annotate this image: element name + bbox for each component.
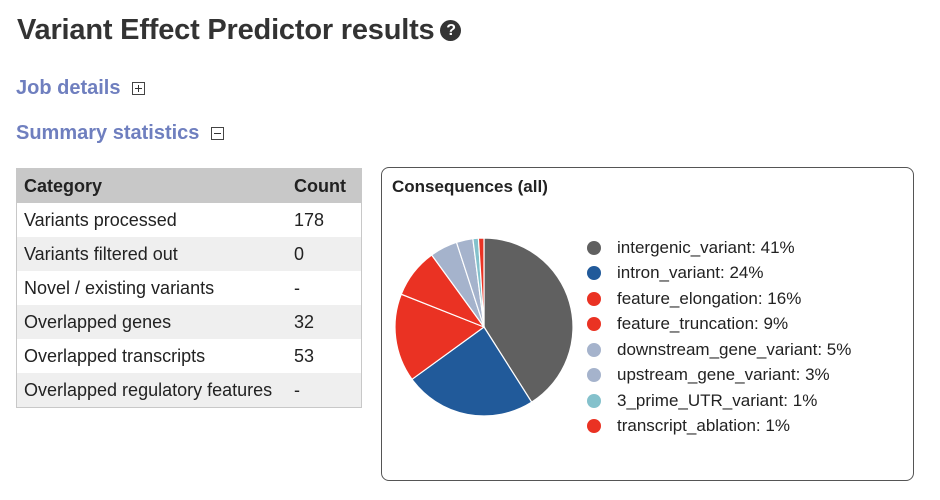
legend-label: 3_prime_UTR_variant: 1% (617, 390, 818, 410)
category-cell: Variants processed (16, 203, 287, 237)
category-cell: Overlapped regulatory features (16, 373, 287, 408)
job-details-heading[interactable]: Job details (16, 77, 146, 100)
question-circle-icon[interactable]: ? (440, 20, 462, 41)
legend-swatch (587, 291, 601, 306)
table-row: Variants filtered out 0 (16, 237, 362, 271)
legend-swatch (587, 393, 601, 408)
legend-swatch (587, 240, 601, 255)
category-cell: Novel / existing variants (16, 271, 287, 305)
chart-legend: intergenic_variant: 41% intron_variant: 2… (587, 235, 851, 439)
table-row: Overlapped regulatory features - (16, 373, 362, 408)
column-header-category: Category (16, 168, 287, 203)
legend-swatch (587, 368, 601, 383)
category-cell: Overlapped transcripts (16, 339, 287, 373)
chart-title: Consequences (all) (392, 177, 548, 196)
collapse-minus-icon[interactable] (211, 127, 225, 140)
page-title-text: Variant Effect Predictor results (17, 14, 435, 46)
legend-item[interactable]: intron_variant: 24% (587, 261, 851, 287)
table-row: Overlapped genes 32 (16, 305, 362, 339)
legend-item[interactable]: downstream_gene_variant: 5% (587, 337, 851, 363)
legend-label: transcript_ablation: 1% (617, 416, 790, 436)
count-cell: - (287, 373, 362, 408)
legend-item[interactable]: intergenic_variant: 41% (587, 235, 851, 261)
pie-chart (394, 237, 574, 417)
legend-swatch (587, 419, 601, 434)
legend-label: feature_elongation: 16% (617, 288, 802, 308)
legend-swatch (587, 342, 601, 357)
column-header-count: Count (287, 168, 362, 203)
legend-item[interactable]: 3_prime_UTR_variant: 1% (587, 388, 851, 414)
summary-statistics-heading[interactable]: Summary statistics (16, 122, 225, 145)
summary-statistics-table: Category Count Variants processed 178 Va… (16, 168, 362, 408)
pie-slice-feature-elongation[interactable] (394, 293, 486, 381)
pie-slice-transcript-ablation[interactable] (477, 237, 485, 328)
legend-label: downstream_gene_variant: 5% (617, 339, 852, 359)
table-row: Novel / existing variants - (16, 271, 362, 305)
legend-label: feature_truncation: 9% (617, 314, 789, 334)
category-cell: Variants filtered out (16, 237, 287, 271)
job-details-link[interactable]: Job details (16, 77, 121, 99)
legend-swatch (587, 266, 601, 281)
page-title: Variant Effect Predictor results ? (17, 14, 462, 47)
table-row: Variants processed 178 (16, 203, 362, 237)
legend-item[interactable]: transcript_ablation: 1% (587, 414, 851, 440)
legend-item[interactable]: feature_elongation: 16% (587, 286, 851, 312)
table-row: Overlapped transcripts 53 (16, 339, 362, 373)
legend-swatch (587, 317, 601, 332)
summary-statistics-link[interactable]: Summary statistics (16, 122, 200, 144)
legend-label: upstream_gene_variant: 3% (617, 365, 830, 385)
table-header-row: Category Count (16, 168, 362, 203)
legend-label: intron_variant: 24% (617, 263, 764, 283)
count-cell: 32 (287, 305, 362, 339)
count-cell: 178 (287, 203, 362, 237)
consequences-chart-panel: Consequences (all) intergenic_variant: 4… (381, 167, 914, 481)
category-cell: Overlapped genes (16, 305, 287, 339)
legend-item[interactable]: upstream_gene_variant: 3% (587, 363, 851, 389)
expand-plus-icon[interactable] (132, 82, 146, 95)
legend-item[interactable]: feature_truncation: 9% (587, 312, 851, 338)
count-cell: 0 (287, 237, 362, 271)
pie-slice-intron-variant[interactable] (411, 326, 533, 417)
count-cell: - (287, 271, 362, 305)
legend-label: intergenic_variant: 41% (617, 237, 795, 257)
count-cell: 53 (287, 339, 362, 373)
